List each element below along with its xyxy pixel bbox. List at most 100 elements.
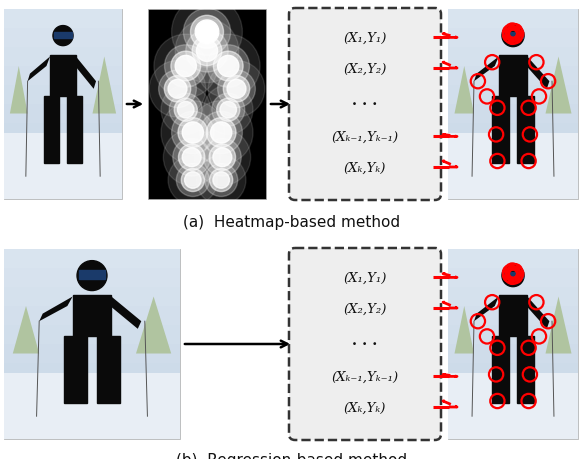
Bar <box>4 325 180 344</box>
Polygon shape <box>545 57 572 114</box>
Circle shape <box>192 37 222 67</box>
Bar <box>448 105 578 124</box>
Bar <box>499 295 527 336</box>
Polygon shape <box>454 67 474 114</box>
Circle shape <box>175 20 239 84</box>
Circle shape <box>164 76 191 103</box>
Bar <box>517 97 534 163</box>
Polygon shape <box>10 67 27 114</box>
Text: (X₁,Y₁): (X₁,Y₁) <box>343 271 387 284</box>
Polygon shape <box>524 57 550 90</box>
Circle shape <box>203 86 253 135</box>
Circle shape <box>168 156 218 205</box>
Bar <box>4 48 122 67</box>
Circle shape <box>159 71 196 108</box>
Bar <box>4 401 180 420</box>
Circle shape <box>171 52 201 82</box>
Circle shape <box>210 169 232 192</box>
Bar <box>448 382 578 401</box>
Circle shape <box>161 86 211 135</box>
Bar <box>448 29 578 48</box>
Bar <box>4 344 180 363</box>
Circle shape <box>195 21 219 45</box>
Bar <box>4 29 122 48</box>
Text: (Xₖ₋₁,Yₖ₋₁): (Xₖ₋₁,Yₖ₋₁) <box>332 370 398 383</box>
Circle shape <box>179 145 205 171</box>
Bar <box>448 373 578 439</box>
Polygon shape <box>39 297 72 321</box>
Bar <box>4 162 122 180</box>
Circle shape <box>194 129 251 186</box>
Bar <box>78 271 106 279</box>
Bar <box>499 56 527 97</box>
Bar <box>492 97 509 163</box>
Text: (X₁,Y₁): (X₁,Y₁) <box>343 32 387 45</box>
Bar <box>4 269 180 287</box>
Bar <box>4 249 180 269</box>
Circle shape <box>172 112 214 154</box>
FancyBboxPatch shape <box>289 9 441 201</box>
Bar <box>148 10 266 200</box>
Circle shape <box>182 148 201 167</box>
FancyBboxPatch shape <box>289 248 441 440</box>
Circle shape <box>208 62 265 118</box>
Circle shape <box>161 101 225 165</box>
Circle shape <box>196 35 260 99</box>
Circle shape <box>178 118 208 148</box>
Bar <box>448 325 578 344</box>
Bar <box>448 162 578 180</box>
Bar <box>448 180 578 200</box>
Bar <box>64 336 86 403</box>
Circle shape <box>189 101 253 165</box>
Circle shape <box>207 45 249 88</box>
Polygon shape <box>92 57 116 114</box>
Bar <box>4 133 122 200</box>
Circle shape <box>203 139 241 177</box>
Text: (Xₖ,Yₖ): (Xₖ,Yₖ) <box>344 401 386 414</box>
Bar <box>4 143 122 162</box>
Polygon shape <box>27 57 50 82</box>
Circle shape <box>190 16 224 49</box>
Bar <box>4 373 180 439</box>
Circle shape <box>181 169 204 192</box>
Bar <box>448 401 578 420</box>
Bar <box>448 344 578 363</box>
Bar <box>517 336 534 403</box>
Circle shape <box>168 80 187 99</box>
Bar <box>4 363 180 382</box>
Circle shape <box>175 56 196 78</box>
Circle shape <box>165 45 207 88</box>
Circle shape <box>218 56 239 78</box>
Bar <box>448 249 578 439</box>
Circle shape <box>212 94 245 127</box>
Circle shape <box>196 41 218 62</box>
Polygon shape <box>13 306 39 354</box>
Bar <box>448 249 578 269</box>
Circle shape <box>502 26 524 48</box>
Text: (Xₖ₋₁,Yₖ₋₁): (Xₖ₋₁,Yₖ₋₁) <box>332 131 398 144</box>
Circle shape <box>213 148 232 167</box>
Circle shape <box>149 62 206 118</box>
Text: (X₂,Y₂): (X₂,Y₂) <box>343 302 387 315</box>
Bar <box>4 67 122 86</box>
Polygon shape <box>524 297 550 329</box>
Bar <box>67 97 82 163</box>
Bar <box>503 272 523 278</box>
Polygon shape <box>474 57 499 82</box>
Text: (b)  Regression-based method: (b) Regression-based method <box>176 452 408 459</box>
Circle shape <box>206 118 236 148</box>
Circle shape <box>211 123 232 144</box>
Circle shape <box>186 30 228 73</box>
Text: · · ·: · · · <box>352 337 378 351</box>
Bar <box>448 10 578 29</box>
Polygon shape <box>545 297 572 354</box>
Bar <box>448 363 578 382</box>
Bar <box>448 67 578 86</box>
Polygon shape <box>74 57 96 90</box>
Circle shape <box>183 9 231 56</box>
Circle shape <box>196 156 246 205</box>
Bar <box>4 180 122 200</box>
Circle shape <box>213 52 243 82</box>
Circle shape <box>154 35 218 99</box>
Bar <box>4 249 180 439</box>
